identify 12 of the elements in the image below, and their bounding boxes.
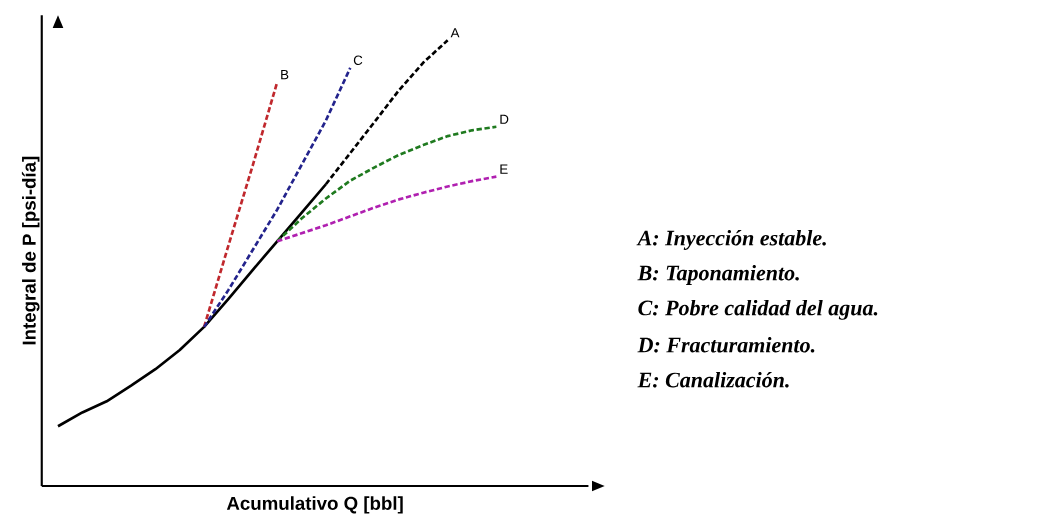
series-label: D [500,114,509,124]
text: E: Canalización. [637,371,789,388]
x-axis-title: Acumulativo Q [bbl] [226,496,403,514]
series-label: B [281,70,289,80]
series-label: C [353,55,363,65]
text: A: Inyección estable. [636,229,826,251]
text: B: Taponamiento. [637,264,799,285]
y-axis-title: Integral de P [psi-día] [21,156,40,345]
text: D: Fracturamiento. [637,337,815,353]
series-label: E [500,164,508,174]
series-label: A [450,28,460,38]
text: C: Pobre calidad del agua. [638,299,878,320]
